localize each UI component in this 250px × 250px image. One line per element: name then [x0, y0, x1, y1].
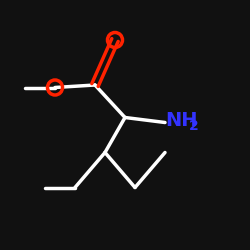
Text: 2: 2	[189, 119, 198, 133]
Text: NH: NH	[165, 110, 198, 130]
